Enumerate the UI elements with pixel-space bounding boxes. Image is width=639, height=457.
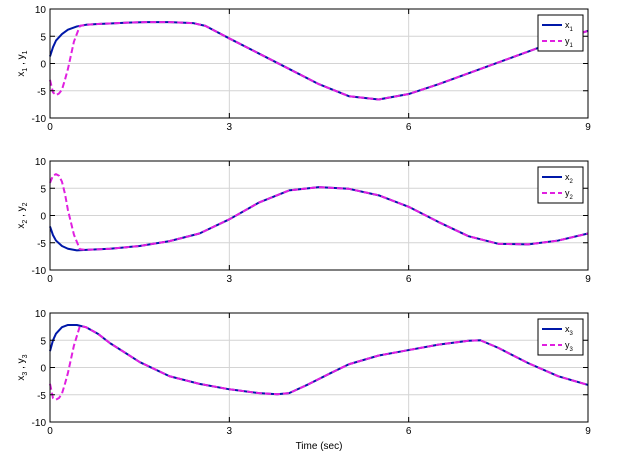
- x-tick-label: 9: [585, 122, 591, 133]
- legend-sub: 2: [570, 195, 574, 201]
- y-label-var-b: y: [16, 54, 27, 59]
- y-label-var-a: x: [16, 224, 27, 229]
- x-tick-label: 0: [47, 426, 53, 437]
- y-label-sub-a: 1: [22, 68, 29, 72]
- x-tick-label: 3: [227, 122, 233, 133]
- legend-var: y: [565, 36, 570, 46]
- y-tick-label: 10: [35, 157, 47, 168]
- y-tick-label: -10: [32, 266, 47, 277]
- y-tick-label: -5: [37, 87, 46, 98]
- legend-var: x: [565, 172, 570, 182]
- legend-var: y: [565, 188, 570, 198]
- y-tick-label: -10: [32, 114, 47, 125]
- legend-label-y1: y1: [565, 36, 574, 49]
- y-label-sep: ,: [16, 59, 27, 67]
- y-label-var-b: y: [16, 358, 27, 363]
- legend-label-x2: x2: [565, 172, 574, 185]
- y-label-sub-a: 3: [22, 372, 29, 376]
- y-tick-label: 10: [35, 5, 47, 16]
- x-tick-label: 9: [585, 274, 591, 285]
- legend-sub: 1: [570, 43, 574, 49]
- legend-sub: 3: [570, 347, 574, 353]
- y-tick-label: -5: [37, 391, 46, 402]
- series-line-y3: [49, 325, 589, 401]
- y-tick-label: 0: [40, 60, 46, 71]
- legend-box: [537, 318, 584, 356]
- y-tick-label: 5: [40, 336, 46, 347]
- x-tick-label: 3: [227, 426, 233, 437]
- y-axis-label: x3 , y3: [16, 354, 29, 380]
- y-label-sub-a: 2: [22, 220, 29, 224]
- legend-label-y2: y2: [565, 188, 574, 201]
- y-tick-label: -10: [32, 418, 47, 429]
- x-tick-label: 6: [406, 274, 412, 285]
- y-label-var-a: x: [16, 376, 27, 381]
- grid: [50, 313, 588, 422]
- y-tick-label: -5: [37, 239, 46, 250]
- legend-label-x3: x3: [565, 324, 574, 337]
- y-label-var-a: x: [16, 72, 27, 77]
- y-tick-label: 0: [40, 364, 46, 375]
- y-label-sep: ,: [16, 363, 27, 371]
- y-axis-label: x1 , y1: [16, 50, 29, 76]
- grid: [50, 161, 588, 270]
- series-line-y2: [49, 173, 589, 251]
- x-tick-label: 6: [406, 426, 412, 437]
- legend-box: [537, 166, 584, 204]
- grid: [50, 9, 588, 118]
- legend-sub: 1: [570, 27, 574, 33]
- x-tick-label: 9: [585, 426, 591, 437]
- y-axis-label: x2 , y2: [16, 202, 29, 228]
- y-label-sub-b: 3: [22, 354, 29, 358]
- legend-label-x1: x1: [565, 20, 574, 33]
- legend-box: [537, 14, 584, 52]
- y-tick-label: 10: [35, 309, 47, 320]
- y-label-var-b: y: [16, 206, 27, 211]
- y-tick-label: 5: [40, 184, 46, 195]
- y-label-sub-b: 1: [22, 50, 29, 54]
- x-tick-label: 6: [406, 122, 412, 133]
- legend-var: y: [565, 340, 570, 350]
- x-tick-label: 0: [47, 122, 53, 133]
- y-label-sep: ,: [16, 211, 27, 219]
- x-axis-label: Time (sec): [296, 441, 343, 452]
- x-tick-label: 0: [47, 274, 53, 285]
- legend-label-y3: y3: [565, 340, 574, 353]
- y-tick-label: 0: [40, 212, 46, 223]
- y-tick-label: 5: [40, 32, 46, 43]
- legend-var: x: [565, 20, 570, 30]
- legend-sub: 2: [570, 179, 574, 185]
- legend-var: x: [565, 324, 570, 334]
- x-tick-label: 3: [227, 274, 233, 285]
- legend-sub: 3: [570, 331, 574, 337]
- series-line-y1: [49, 21, 589, 101]
- y-label-sub-b: 2: [22, 202, 29, 206]
